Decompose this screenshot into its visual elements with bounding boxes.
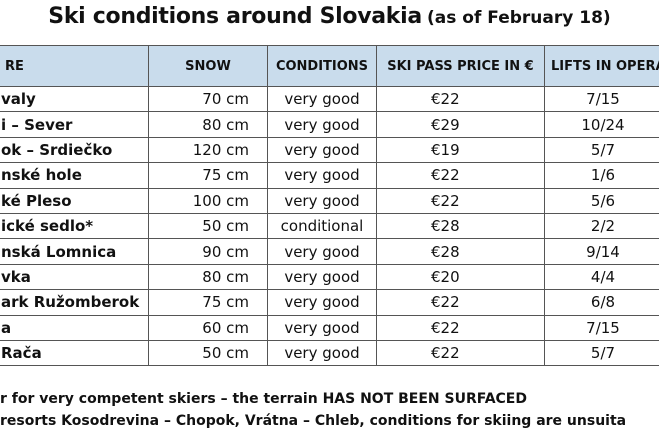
- table-cell: very good: [267, 314, 377, 341]
- table-cell: €28: [376, 212, 545, 240]
- table-cell: €22: [376, 187, 545, 214]
- table-row: Rača 50 cm very good €22 5/7: [0, 339, 659, 367]
- ski-table: RE SNOW CONDITIONS SKI PASS PRICE IN € LIFTS…: [0, 45, 659, 367]
- table-cell: very good: [267, 238, 377, 265]
- table-cell: 70 cm: [148, 85, 268, 113]
- table-cell: ické sedlo*: [0, 212, 149, 240]
- table-cell: 60 cm: [148, 314, 268, 341]
- table-cell: 100 cm: [148, 187, 268, 214]
- header-row: RE SNOW CONDITIONS SKI PASS PRICE IN € LIFTS…: [0, 45, 659, 87]
- table-cell: 5/6: [544, 187, 659, 214]
- table-cell: 4/4: [544, 263, 659, 291]
- column-header: SNOW: [148, 45, 268, 87]
- table-cell: very good: [267, 111, 377, 138]
- table-cell: 1/6: [544, 162, 659, 189]
- column-header: RE: [0, 45, 149, 87]
- table-cell: 5/7: [544, 339, 659, 367]
- table-row: i – Sever 80 cm very good €29 10/24: [0, 111, 659, 138]
- table-cell: ok – Srdiečko: [0, 136, 149, 164]
- table-row: nská Lomnica 90 cm very good €28 9/14: [0, 238, 659, 265]
- table-row: ické sedlo* 50 cm conditional €28 2/2: [0, 212, 659, 240]
- table-cell: very good: [267, 289, 377, 316]
- table-cell: 50 cm: [148, 212, 268, 240]
- table-row: ké Pleso 100 cm very good €22 5/6: [0, 187, 659, 214]
- table-cell: 80 cm: [148, 263, 268, 291]
- table-cell: 2/2: [544, 212, 659, 240]
- table-cell: 7/15: [544, 85, 659, 113]
- table-cell: €20: [376, 263, 545, 291]
- table-cell: conditional: [267, 212, 377, 240]
- table-cell: €22: [376, 314, 545, 341]
- table-cell: 75 cm: [148, 162, 268, 189]
- table-cell: €28: [376, 238, 545, 265]
- table-cell: 80 cm: [148, 111, 268, 138]
- table-cell: ké Pleso: [0, 187, 149, 214]
- table-cell: ark Ružomberok: [0, 289, 149, 316]
- table-cell: very good: [267, 263, 377, 291]
- table-row: valy 70 cm very good €22 7/15: [0, 85, 659, 113]
- table-cell: vka: [0, 263, 149, 291]
- footnote: r for very competent skiers – the terrai…: [0, 391, 527, 407]
- table-cell: 120 cm: [148, 136, 268, 164]
- table-body: valy 70 cm very good €22 7/15 i – Sever 80 cm v…: [0, 85, 659, 367]
- table-cell: €19: [376, 136, 545, 164]
- title-block: Ski conditions around Slovakia (as of Fe…: [0, 4, 659, 29]
- table-cell: €22: [376, 289, 545, 316]
- table-cell: 7/15: [544, 314, 659, 341]
- column-header: LIFTS IN OPERA: [544, 45, 659, 87]
- table-row: nské hole 75 cm very good €22 1/6: [0, 162, 659, 189]
- table-cell: 5/7: [544, 136, 659, 164]
- table-cell: 50 cm: [148, 339, 268, 367]
- table-cell: valy: [0, 85, 149, 113]
- table-cell: €22: [376, 162, 545, 189]
- table-row: a 60 cm very good €22 7/15: [0, 314, 659, 341]
- table-cell: 9/14: [544, 238, 659, 265]
- table-cell: very good: [267, 85, 377, 113]
- table-row: vka 80 cm very good €20 4/4: [0, 263, 659, 291]
- table-cell: very good: [267, 339, 377, 367]
- table-row: ok – Srdiečko 120 cm very good €19 5/7: [0, 136, 659, 164]
- table-cell: 10/24: [544, 111, 659, 138]
- table-cell: nská Lomnica: [0, 238, 149, 265]
- table-cell: very good: [267, 162, 377, 189]
- table-cell: 75 cm: [148, 289, 268, 316]
- table-cell: very good: [267, 187, 377, 214]
- table-cell: i – Sever: [0, 111, 149, 138]
- column-header: SKI PASS PRICE IN €: [376, 45, 545, 87]
- table-cell: a: [0, 314, 149, 341]
- title: Ski conditions around Slovakia: [48, 4, 422, 29]
- subtitle: (as of February 18): [427, 8, 611, 28]
- column-header: CONDITIONS: [267, 45, 377, 87]
- table-cell: 6/8: [544, 289, 659, 316]
- table-cell: 90 cm: [148, 238, 268, 265]
- table-cell: Rača: [0, 339, 149, 367]
- table-cell: €22: [376, 339, 545, 367]
- footnote: resorts Kosodrevina – Chopok, Vrátna – C…: [0, 413, 627, 429]
- table-cell: €22: [376, 85, 545, 113]
- table-cell: €29: [376, 111, 545, 138]
- table-cell: nské hole: [0, 162, 149, 189]
- table-row: ark Ružomberok 75 cm very good €22 6/8: [0, 289, 659, 316]
- table-cell: very good: [267, 136, 377, 164]
